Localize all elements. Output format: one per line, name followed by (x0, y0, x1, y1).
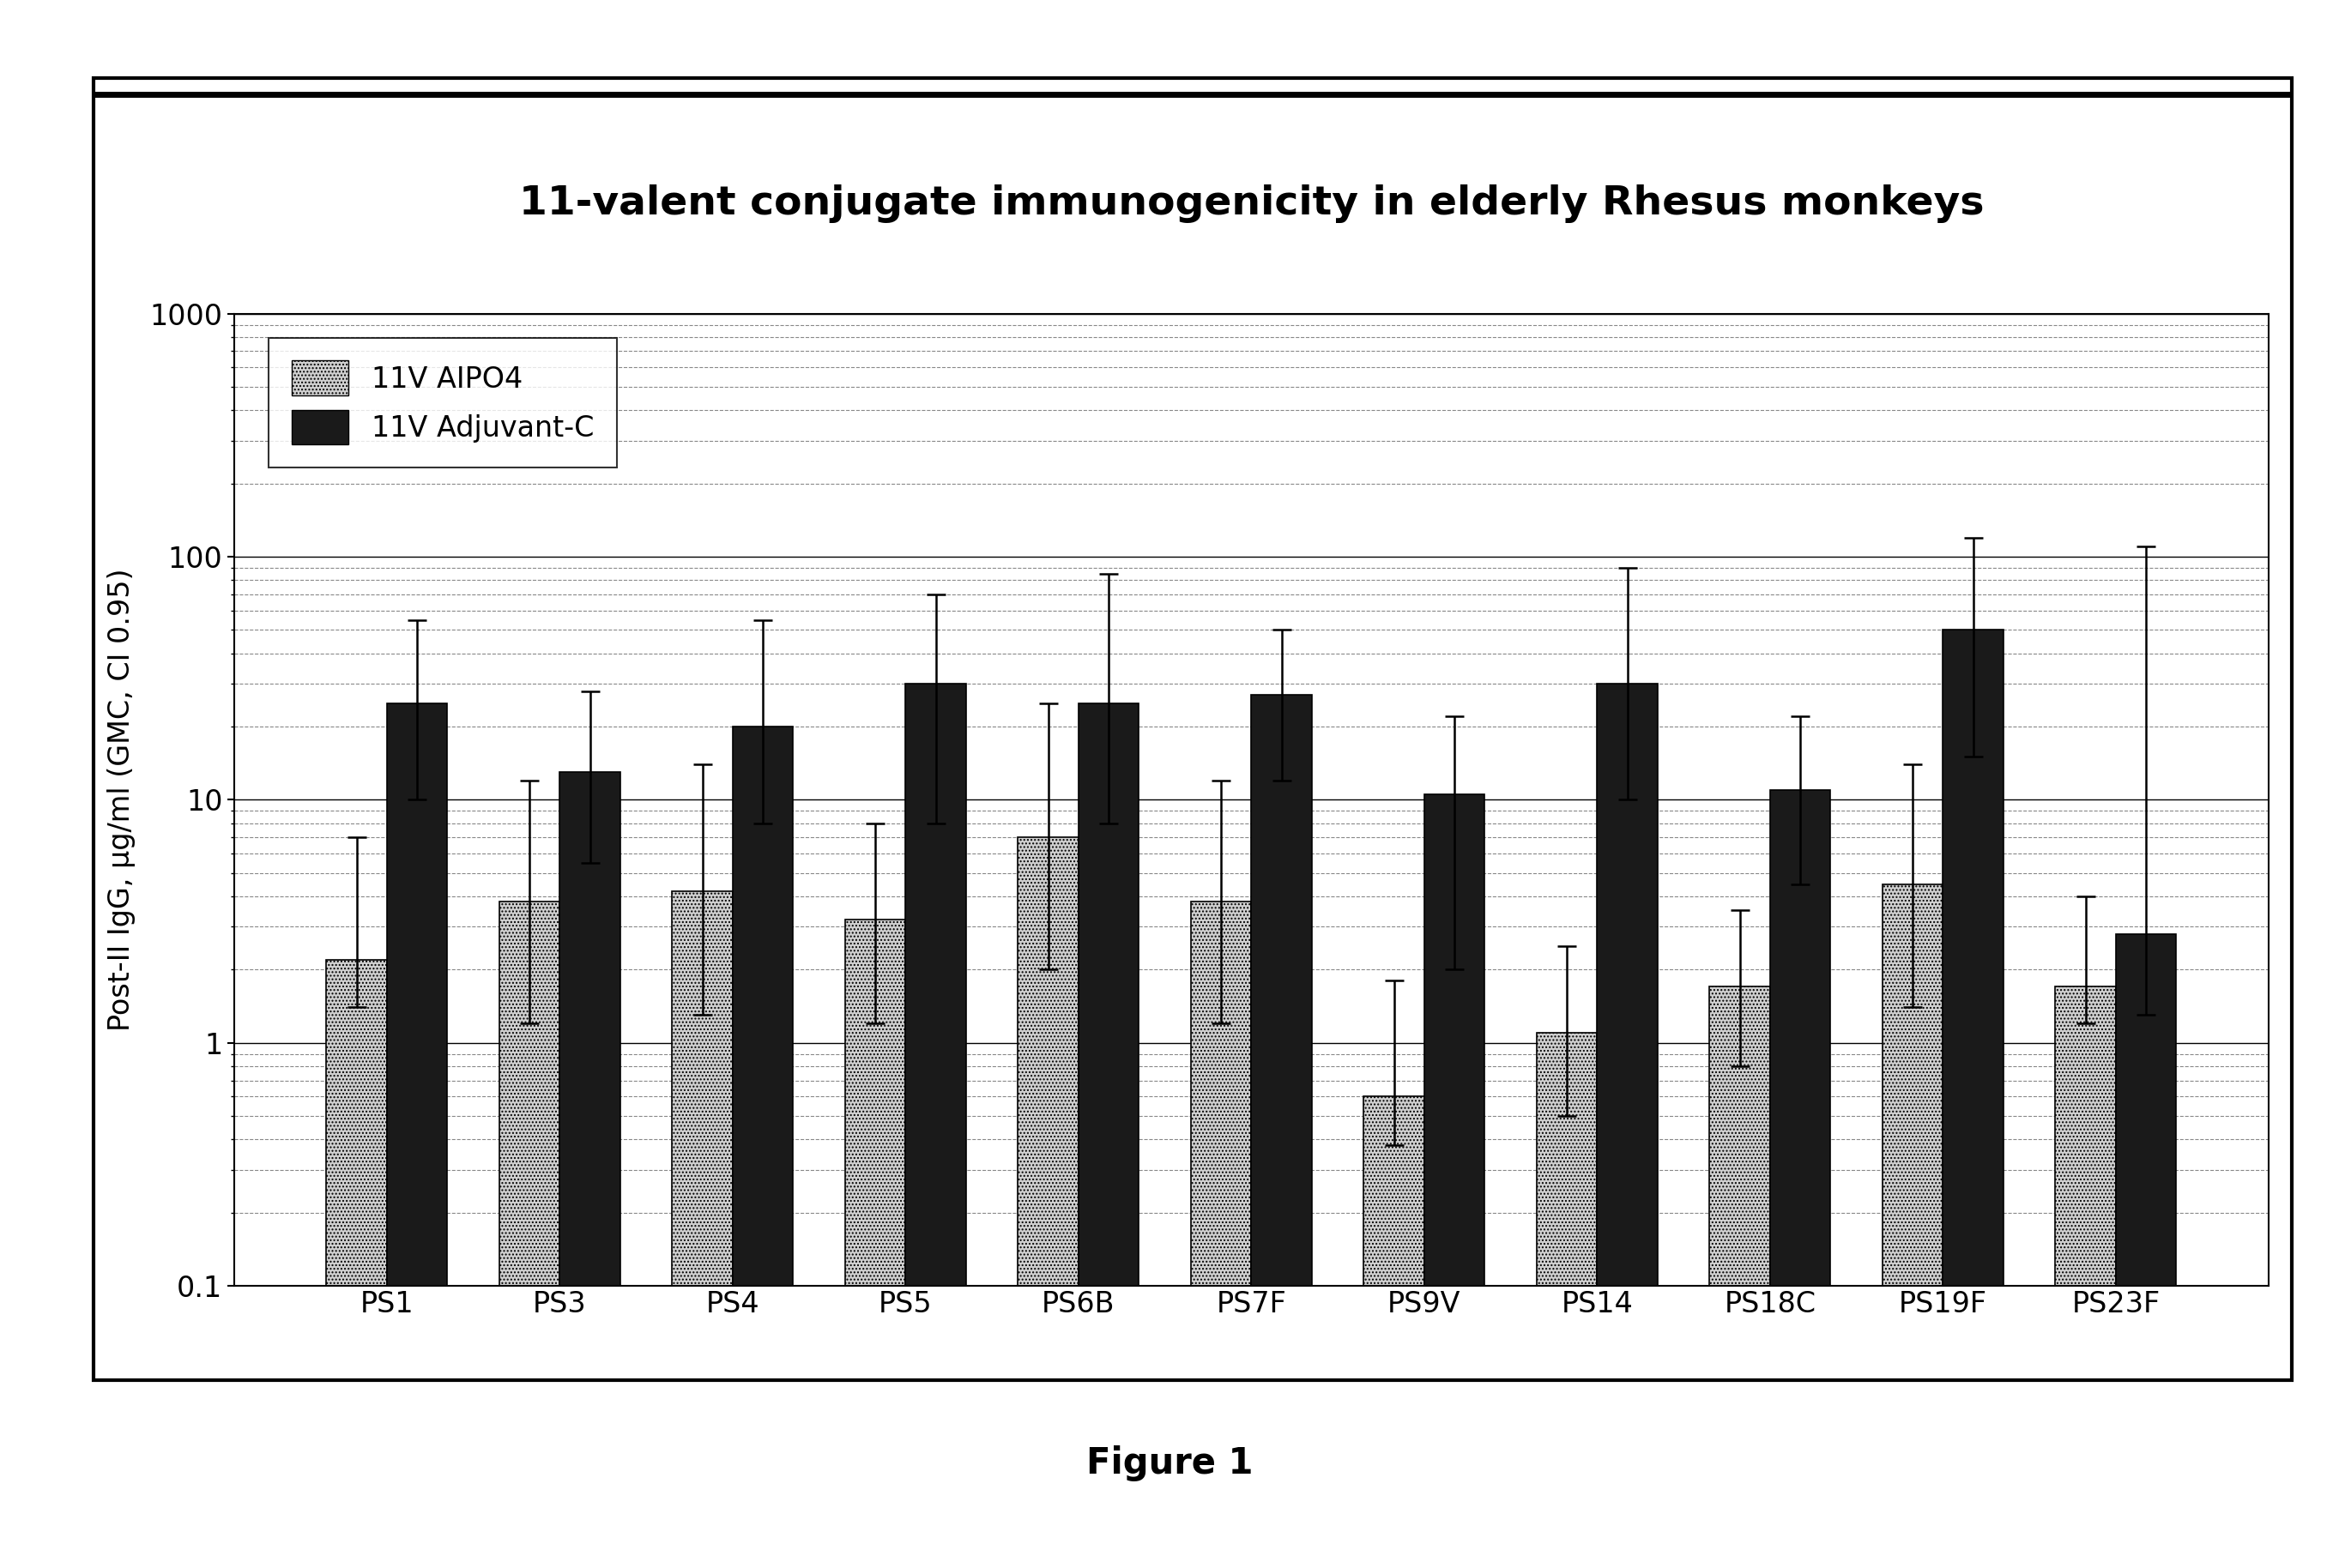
Bar (498, 902, 559, 1568)
Bar (386, 702, 447, 1568)
Bar (1424, 795, 1485, 1568)
Bar (844, 920, 905, 1568)
Bar (1364, 1096, 1424, 1568)
Bar (732, 726, 793, 1568)
Bar (1944, 630, 2005, 1568)
Bar (1191, 902, 1251, 1568)
Bar (1771, 790, 1831, 1568)
Bar (1537, 1033, 1598, 1568)
Bar (1883, 884, 1944, 1568)
Bar (1078, 702, 1139, 1568)
Bar (905, 684, 966, 1568)
Bar (1710, 986, 1771, 1568)
Bar (1598, 684, 1658, 1568)
Bar (671, 891, 732, 1568)
Text: 11-valent conjugate immunogenicity in elderly Rhesus monkeys: 11-valent conjugate immunogenicity in el… (519, 185, 1983, 223)
Bar (2117, 935, 2175, 1568)
Bar (1017, 837, 1078, 1568)
Bar (2056, 986, 2117, 1568)
Bar (1251, 695, 1312, 1568)
Bar (327, 960, 386, 1568)
Y-axis label: Post-II IgG, µg/ml (GMC, CI 0.95): Post-II IgG, µg/ml (GMC, CI 0.95) (108, 568, 136, 1032)
Bar (559, 771, 620, 1568)
Text: Figure 1: Figure 1 (1085, 1446, 1254, 1482)
Legend: 11V AIPO4, 11V Adjuvant-C: 11V AIPO4, 11V Adjuvant-C (269, 337, 617, 467)
